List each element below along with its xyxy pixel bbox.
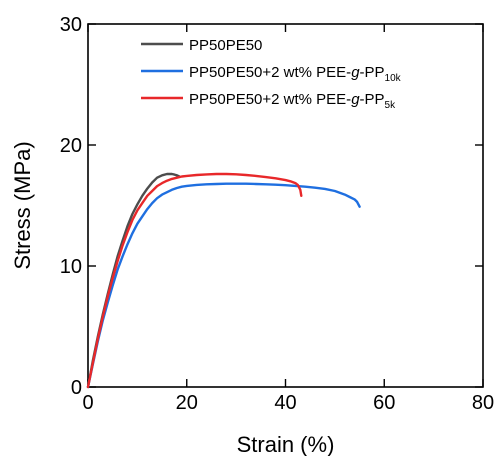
- legend-label-1: PP50PE50: [189, 37, 262, 54]
- series-line-3: [86, 172, 303, 389]
- series-line-2: [86, 182, 361, 389]
- y-tick-label: 20: [60, 135, 82, 157]
- series-line-1: [86, 172, 181, 389]
- x-tick-label: 0: [82, 392, 93, 414]
- series-layer: [86, 172, 361, 389]
- x-tick-label: 20: [176, 392, 198, 414]
- x-tick-label: 80: [472, 392, 494, 414]
- y-tick-label: 30: [60, 14, 82, 36]
- y-tick-label: 0: [71, 377, 82, 399]
- ticks: 0 20 40 60 80 0 10 20 30: [60, 14, 494, 414]
- legend-label-2: PP50PE50+2 wt% PEE-g-PP10k: [189, 64, 402, 84]
- x-tick-label: 40: [274, 392, 296, 414]
- legend: PP50PE50 PP50PE50+2 wt% PEE-g-PP10k PP50PE…: [141, 37, 402, 111]
- x-axis-label: Strain (%): [237, 432, 335, 456]
- y-tick-label: 10: [60, 256, 82, 278]
- y-axis-label: Stress (MPa): [10, 141, 35, 269]
- x-tick-label: 60: [373, 392, 395, 414]
- legend-label-3: PP50PE50+2 wt% PEE-g-PP5k: [189, 91, 396, 111]
